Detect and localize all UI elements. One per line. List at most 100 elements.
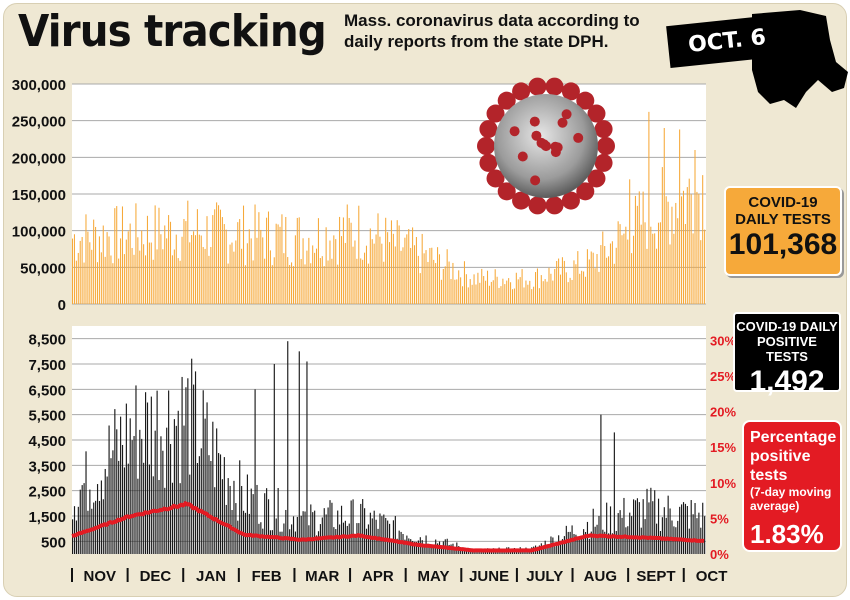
tests-bar (81, 237, 83, 304)
positive-bar (206, 402, 208, 554)
positive-bar (148, 464, 151, 554)
daily-positive-label: COVID-19 DAILY POSITIVE TESTS (736, 319, 838, 364)
tests-bar (227, 263, 229, 304)
tests-bar (83, 262, 85, 304)
positive-bar (177, 410, 179, 554)
tests-bar (112, 263, 114, 304)
positive-bar (298, 351, 300, 554)
tests-bar (429, 247, 431, 304)
positive-bar (310, 504, 312, 554)
virus-spike (479, 120, 498, 139)
tests-bar (554, 268, 556, 304)
positive-bar (556, 542, 558, 554)
positive-bar (692, 514, 694, 554)
positive-bar (377, 528, 379, 554)
positive-bar (231, 509, 233, 554)
positive-bar (463, 550, 466, 554)
positive-bar (317, 531, 320, 554)
tests-bar (396, 220, 398, 304)
tests-bar (617, 221, 619, 304)
virus-spike (545, 77, 564, 96)
tests-bar (300, 258, 302, 304)
tests-bar (625, 226, 627, 304)
positive-bar (96, 484, 99, 554)
positive-bar (606, 502, 608, 554)
tests-bar (682, 190, 685, 304)
positive-bar (646, 488, 648, 554)
virus-spike (531, 130, 542, 141)
positive-bar (198, 456, 200, 554)
positive-bar (652, 501, 654, 554)
tests-bar (239, 219, 241, 304)
tests-bar (281, 214, 283, 304)
tests-bar (642, 191, 644, 304)
tests-bar (181, 236, 183, 304)
tests-bar (600, 245, 602, 304)
positive-bar (657, 498, 660, 554)
tests-bar (248, 229, 250, 304)
positive-bar (623, 497, 625, 554)
tests-y-tick: 100,000 (12, 224, 66, 241)
positive-bar (348, 523, 350, 554)
tests-bar (356, 258, 358, 304)
positive-bar (208, 455, 210, 554)
tests-bar (673, 233, 675, 304)
tests-bar (638, 191, 640, 304)
tests-bar (242, 205, 245, 304)
tests-bar (440, 279, 442, 304)
positive-bar (289, 529, 291, 554)
tests-bar (216, 202, 218, 304)
positive-bar (356, 523, 358, 554)
tests-bar (291, 262, 293, 304)
positive-bar (114, 409, 116, 554)
positive-bar (640, 527, 642, 554)
tests-bar (102, 225, 104, 304)
tests-bar (450, 279, 452, 304)
tests-bar (250, 238, 252, 304)
tests-bar (77, 252, 79, 304)
positive-bar (179, 483, 181, 554)
tests-bar (536, 268, 538, 304)
tests-bar (623, 233, 625, 304)
positive-bar (120, 416, 122, 554)
tests-bar (120, 238, 122, 304)
positive-bar (300, 515, 302, 554)
positive-bar (454, 548, 456, 554)
tests-bar (133, 254, 135, 304)
tests-bar (383, 261, 385, 304)
tests-bar (152, 259, 154, 304)
tests-bar (552, 280, 554, 304)
virus-spike (497, 182, 516, 201)
positive-bar (327, 507, 329, 554)
positive-bar (221, 479, 224, 554)
tests-bar (106, 232, 108, 304)
positive-bar (615, 530, 617, 554)
positive-bar (281, 531, 283, 554)
tests-bar (506, 280, 508, 304)
tests-bar (394, 246, 396, 304)
tests-bar (648, 111, 650, 304)
tests-bar (73, 234, 75, 304)
tests-bar (369, 228, 371, 304)
tests-bar (285, 216, 287, 304)
tests-bar (392, 233, 394, 304)
tests-bar (319, 258, 321, 304)
tests-bar (569, 277, 571, 304)
tests-bar (596, 254, 598, 304)
positive-bar (141, 438, 143, 554)
positive-bar (394, 515, 396, 554)
positive-bar (431, 544, 433, 554)
positive-bar (277, 488, 279, 554)
positive-bar (85, 451, 87, 554)
positive-bar (139, 429, 141, 554)
positive-bar (383, 514, 385, 554)
tests-bar (302, 238, 304, 304)
positive-bar (162, 450, 164, 554)
tests-bar (471, 284, 473, 304)
tests-bar (696, 191, 698, 304)
tests-bar (344, 242, 346, 304)
tests-bar (275, 223, 277, 304)
positive-bar (79, 489, 81, 554)
tests-bar (262, 237, 264, 304)
tests-bar (594, 268, 596, 304)
